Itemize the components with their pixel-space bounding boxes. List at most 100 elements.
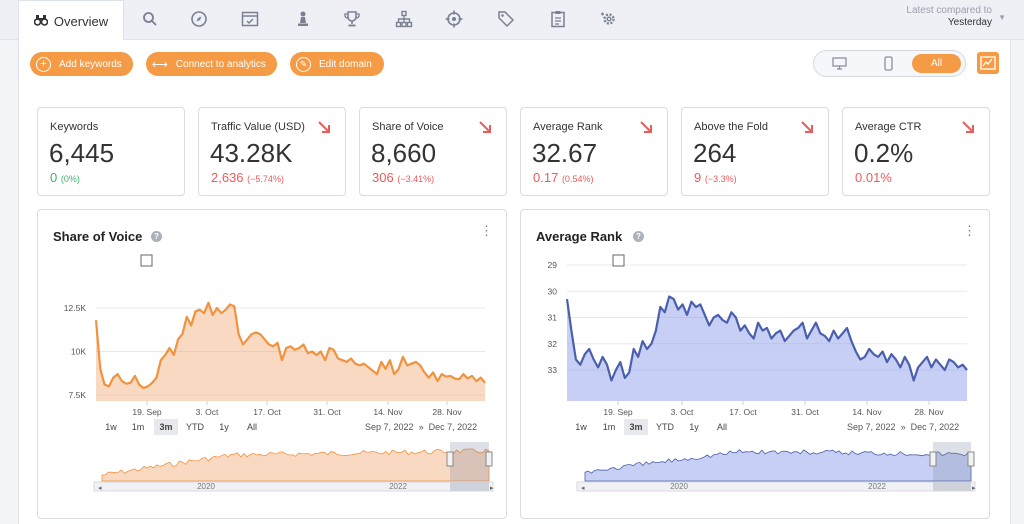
crosshair-icon[interactable] — [445, 10, 465, 30]
date-from[interactable]: Sep 7, 2022 — [365, 422, 414, 432]
kpi-card-average-rank[interactable]: Average Rank 32.67 0.17 (0.54%) — [520, 107, 668, 196]
share-of-voice-chart: 12.5K 10K 7.5K 19. Sep 3. Oct 17. Oct 31. Oct 1… — [64, 254, 495, 492]
kpi-delta-value: 2,636 — [211, 170, 244, 185]
kpi-title: Keywords — [50, 121, 99, 133]
range-1m-button[interactable]: 1m — [131, 422, 145, 432]
series-line — [94, 301, 486, 390]
trend-down-icon — [801, 121, 813, 133]
help-icon[interactable]: ? — [633, 231, 644, 242]
kpi-value: 32.67 — [532, 138, 598, 168]
note-icon — [140, 254, 153, 267]
navigator-series — [101, 448, 490, 482]
settings-icon[interactable] — [599, 10, 619, 30]
y-tick-label: 33 — [548, 365, 558, 375]
kpi-card-keywords[interactable]: Keywords 6,445 0 (0%) — [37, 107, 185, 196]
calendar-check-icon[interactable] — [241, 10, 261, 30]
scroll-right-arrow: ▸ — [972, 485, 976, 492]
date-to[interactable]: Dec 7, 2022 — [428, 422, 478, 432]
range-3m-button[interactable]: 3m — [624, 419, 648, 435]
kpi-delta-value: 0.17 — [533, 170, 559, 185]
help-icon[interactable]: ? — [151, 231, 162, 242]
y-tick-label: 7.5K — [69, 390, 87, 400]
desktop-icon[interactable] — [822, 54, 856, 73]
scroll-right-arrow: ▸ — [490, 485, 494, 492]
trend-down-icon — [640, 121, 652, 133]
edit-domain-button[interactable]: ✎ Edit domain — [290, 52, 384, 76]
range-1w-button[interactable]: 1w — [575, 422, 587, 432]
trend-down-icon — [318, 121, 330, 133]
date-separator: » — [900, 422, 906, 432]
range-3m-button[interactable]: 3m — [154, 419, 178, 435]
range-all-button[interactable]: All — [246, 422, 257, 432]
chart-settings-icon[interactable] — [977, 52, 999, 74]
kpi-value: 0.2% — [854, 138, 914, 168]
kpi-title: Share of Voice — [372, 121, 444, 133]
chart-title: Share of Voice — [53, 229, 143, 244]
range-ytd-button[interactable]: YTD — [186, 422, 204, 432]
kpi-delta-pct: (−3.41%) — [397, 174, 435, 184]
date-to[interactable]: Dec 7, 2022 — [910, 422, 960, 432]
compare-selector[interactable]: Latest compared to Yesterday — [906, 5, 992, 29]
connect-analytics-label: Connect to analytics — [175, 58, 266, 70]
navigator-handle-left — [446, 451, 454, 467]
trophy-icon[interactable] — [343, 10, 363, 30]
date-separator: » — [418, 422, 424, 432]
x-tick-label: 31. Oct — [791, 407, 819, 417]
navigator-year-label: 2020 — [197, 482, 215, 491]
date-range[interactable]: Sep 7, 2022 » Dec 7, 2022 — [847, 422, 959, 432]
kpi-delta-pct: (0.54%) — [561, 174, 594, 184]
tab-overview[interactable]: Overview — [18, 0, 124, 41]
average-rank-chart: 29 30 31 32 33 19. Sep 3. Oct 17. Oct 31. Oct 14.… — [548, 254, 977, 492]
add-keywords-button[interactable]: + Add keywords — [30, 52, 133, 76]
navigator-handle-left — [929, 451, 937, 467]
range-ytd-button[interactable]: YTD — [656, 422, 674, 432]
chess-pawn-icon[interactable] — [294, 10, 314, 30]
caret-down-icon[interactable]: ▼ — [998, 13, 1006, 22]
x-tick-label: 3. Oct — [671, 407, 694, 417]
range-1y-button[interactable]: 1y — [219, 422, 229, 432]
kpi-delta-pct: (−5.74%) — [247, 174, 284, 184]
date-from[interactable]: Sep 7, 2022 — [847, 422, 896, 432]
kpi-delta-value: 0.01% — [855, 170, 892, 185]
clipboard-icon[interactable] — [549, 10, 569, 30]
trend-down-icon — [962, 121, 974, 133]
search-icon[interactable] — [141, 10, 161, 30]
range-1y-button[interactable]: 1y — [689, 422, 699, 432]
kpi-delta-value: 9 — [694, 170, 702, 185]
kpi-delta: 0 (0%) — [50, 170, 80, 185]
kpi-title: Above the Fold — [694, 121, 768, 133]
kpi-card-traffic-value[interactable]: Traffic Value (USD) 43.28K 2,636 (−5.74%… — [198, 107, 346, 196]
device-all-button[interactable]: All — [912, 54, 961, 73]
navigator-series — [584, 449, 972, 482]
tab-overview-label: Overview — [53, 13, 109, 29]
share-of-voice-panel: Share of Voice ? ⋮ 12.5K 10K 7.5K 19. Sep 3.… — [37, 209, 507, 519]
kpi-card-above-the-fold[interactable]: Above the Fold 264 9 (−3.3%) — [681, 107, 829, 196]
kpi-delta: 0.17 (0.54%) — [533, 170, 593, 185]
tags-icon[interactable] — [497, 10, 517, 30]
navigator-selection — [450, 442, 489, 481]
navigator-year-label: 2022 — [868, 482, 886, 491]
kpi-title: Average CTR — [855, 121, 922, 133]
kpi-card-average-ctr[interactable]: Average CTR 0.2% 0.01% — [842, 107, 990, 196]
navigator-bg — [577, 442, 977, 481]
navigator-bg — [94, 442, 495, 481]
range-1m-button[interactable]: 1m — [602, 422, 616, 432]
connect-analytics-button[interactable]: ⟷ Connect to analytics — [146, 52, 277, 76]
kpi-title: Traffic Value (USD) — [211, 121, 305, 133]
average-rank-panel: Average Rank ? ⋮ 29 30 31 32 33 19. Sep 3. Oct… — [520, 209, 990, 519]
kpi-delta: 9 (−3.3%) — [694, 170, 737, 185]
series-area — [96, 302, 485, 401]
mobile-icon[interactable] — [871, 54, 905, 73]
navigator-selection — [933, 442, 971, 481]
scroll-left-arrow: ◂ — [98, 485, 102, 492]
x-tick-label: 17. Oct — [729, 407, 757, 417]
kpi-delta: 0.01% — [855, 170, 892, 185]
kpi-card-share-of-voice[interactable]: Share of Voice 8,660 306 (−3.41%) — [359, 107, 507, 196]
kpi-value: 8,660 — [371, 138, 437, 168]
date-range[interactable]: Sep 7, 2022 » Dec 7, 2022 — [365, 422, 477, 432]
range-all-button[interactable]: All — [716, 422, 727, 432]
range-1w-button[interactable]: 1w — [105, 422, 117, 432]
sitemap-icon[interactable] — [395, 10, 415, 30]
compass-icon[interactable] — [190, 10, 210, 30]
binoculars-icon — [33, 14, 49, 29]
